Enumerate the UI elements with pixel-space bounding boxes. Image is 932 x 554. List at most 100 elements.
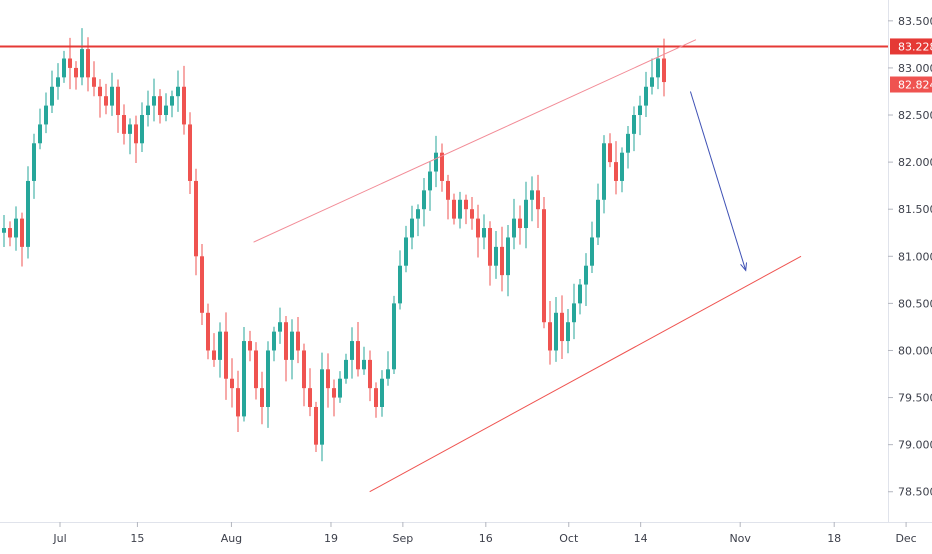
candle bbox=[212, 333, 216, 367]
candle bbox=[170, 90, 174, 118]
candle bbox=[458, 191, 462, 229]
price-axis[interactable]: 83.500 83.000 82.500 82.000 81.500 81.000 80.5… bbox=[888, 0, 932, 522]
candle bbox=[428, 161, 432, 211]
candle-body bbox=[482, 228, 486, 238]
candle-body bbox=[560, 312, 564, 342]
candle-body bbox=[302, 350, 306, 389]
candle bbox=[482, 214, 486, 250]
projection-arrow-line[interactable] bbox=[689, 91, 747, 271]
candle bbox=[446, 174, 450, 220]
candle bbox=[224, 312, 228, 400]
candle bbox=[206, 303, 210, 360]
candle bbox=[386, 351, 390, 386]
candle bbox=[230, 358, 234, 408]
candle bbox=[194, 168, 198, 276]
candle-body bbox=[80, 49, 84, 78]
candles-layer bbox=[2, 28, 666, 462]
candle bbox=[218, 322, 222, 378]
candle-body bbox=[2, 228, 6, 233]
x-tick-label: Dec bbox=[895, 532, 916, 545]
candle-body bbox=[32, 143, 36, 181]
resistance-label-bg bbox=[890, 38, 932, 55]
candle-body bbox=[590, 237, 594, 266]
candle-body bbox=[524, 199, 528, 229]
channel-upper-line[interactable] bbox=[253, 39, 697, 243]
candle bbox=[662, 38, 666, 97]
candle-body bbox=[86, 49, 90, 78]
candle-body bbox=[434, 152, 438, 172]
x-tick-label: Jul bbox=[52, 532, 66, 545]
candle-body bbox=[446, 180, 450, 200]
y-tick-label: 81.000 bbox=[898, 250, 932, 263]
y-tick-label: 79.000 bbox=[898, 439, 932, 452]
candle bbox=[80, 28, 84, 86]
candle bbox=[362, 346, 366, 375]
candle bbox=[518, 205, 522, 245]
candle bbox=[398, 250, 402, 310]
candle bbox=[494, 230, 498, 279]
candle bbox=[44, 92, 48, 134]
candle-body bbox=[638, 105, 642, 116]
last-price-label-bg bbox=[890, 76, 932, 93]
candle bbox=[638, 95, 642, 136]
candle bbox=[254, 342, 258, 400]
candle bbox=[248, 330, 252, 362]
candle-body bbox=[422, 190, 426, 210]
candle bbox=[572, 283, 576, 340]
candle bbox=[98, 79, 102, 118]
candle-body bbox=[350, 341, 354, 360]
candle-body bbox=[182, 86, 186, 125]
candle-body bbox=[548, 322, 552, 351]
candle bbox=[464, 194, 468, 225]
candle bbox=[512, 198, 516, 250]
candle bbox=[182, 65, 186, 135]
x-tick-label: 18 bbox=[827, 532, 841, 545]
candle bbox=[350, 327, 354, 379]
candle-body bbox=[320, 369, 324, 445]
candle-body bbox=[98, 86, 102, 97]
candle bbox=[404, 225, 408, 273]
candle bbox=[20, 212, 24, 267]
candle-body bbox=[542, 209, 546, 323]
candle bbox=[32, 133, 36, 199]
y-tick-label: 81.500 bbox=[898, 203, 932, 216]
candle-body bbox=[494, 246, 498, 266]
candle-body bbox=[566, 322, 570, 342]
candle bbox=[590, 221, 594, 274]
candle bbox=[476, 204, 480, 258]
candle-body bbox=[596, 199, 600, 238]
candle bbox=[470, 197, 474, 230]
candle-body bbox=[146, 105, 150, 116]
candle-body bbox=[236, 388, 240, 417]
candle bbox=[116, 79, 120, 133]
candle bbox=[596, 183, 600, 246]
candle bbox=[416, 204, 420, 237]
candle-body bbox=[392, 303, 396, 370]
candle bbox=[14, 206, 18, 251]
candle-body bbox=[224, 331, 228, 379]
candle bbox=[164, 93, 168, 122]
candle bbox=[110, 72, 114, 116]
candle-body bbox=[326, 369, 330, 389]
time-axis[interactable]: Jul 15 Aug 19 Sep 16 Oct 14 Nov 18 Dec bbox=[0, 522, 932, 545]
candle-body bbox=[632, 115, 636, 134]
candle bbox=[440, 143, 444, 192]
channel-lower-line[interactable] bbox=[369, 255, 802, 493]
x-tick-label: Aug bbox=[221, 532, 242, 545]
candle bbox=[344, 353, 348, 384]
candle bbox=[260, 371, 264, 425]
candle bbox=[548, 301, 552, 365]
candle bbox=[578, 278, 582, 315]
candle bbox=[392, 295, 396, 375]
y-tick-label: 80.500 bbox=[898, 297, 932, 310]
candle-body bbox=[386, 369, 390, 379]
candle bbox=[2, 215, 6, 247]
candle bbox=[140, 102, 144, 152]
candle bbox=[608, 133, 612, 168]
candle bbox=[620, 147, 624, 193]
candle-body bbox=[662, 58, 666, 83]
candle bbox=[38, 108, 42, 150]
candle bbox=[314, 401, 318, 452]
y-tick-label: 80.000 bbox=[898, 344, 932, 357]
